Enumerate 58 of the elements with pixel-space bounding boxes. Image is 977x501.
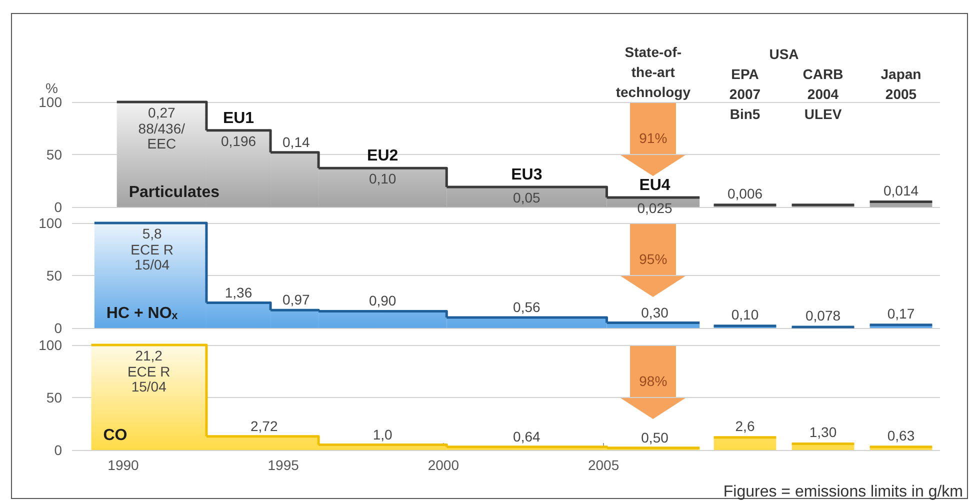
annotation: 0,10: [731, 306, 759, 322]
annotation: 2,6: [735, 418, 755, 434]
annotation: EU2: [367, 148, 398, 165]
annotation: 1,36: [224, 284, 252, 300]
text: Figures = emissions limits in g/km: [723, 484, 963, 500]
annotation: 0,05: [513, 190, 541, 206]
x-tick-label: 1990: [108, 457, 140, 473]
annotation: 0,006: [727, 185, 763, 202]
annotation: 0,97: [282, 292, 310, 308]
y-tick-label: 0: [54, 442, 62, 458]
text: CO: [103, 427, 128, 444]
annotation: 0,14: [282, 134, 310, 150]
y-tick-label: 50: [46, 390, 62, 406]
annotation: EU4: [639, 177, 670, 194]
annotation: 0,30: [641, 304, 669, 320]
x-tick-label: EPA 2007 Bin5: [729, 66, 761, 122]
annotation: 88/436/ EEC: [138, 120, 186, 152]
annotation: 0,196: [220, 132, 256, 149]
annotation: 0,50: [641, 429, 669, 446]
annotation: 21,2: [135, 348, 163, 364]
annotation: 1,30: [809, 424, 837, 440]
text: USA: [769, 46, 799, 62]
x-tick-label: 1995: [268, 457, 300, 473]
x-tick-label: Japan 2005: [880, 66, 922, 102]
text: State-of- the-art technology: [616, 44, 691, 100]
annotation: 0,56: [513, 299, 541, 315]
y-axis-title: %: [46, 80, 58, 96]
annotation: 0,64: [513, 428, 541, 444]
text: Particulates: [128, 184, 220, 201]
annotation: 0,90: [368, 292, 396, 309]
annotation: EU3: [511, 166, 542, 184]
y-tick-label: 100: [38, 337, 62, 353]
text: HC + NOₓ: [106, 305, 178, 322]
annotation: 91%: [639, 130, 668, 146]
y-tick-label: 50: [46, 268, 62, 284]
annotation: 0,63: [887, 427, 915, 444]
x-tick-label: 2000: [428, 457, 460, 473]
annotation: ECE R 15/04: [127, 364, 170, 394]
y-tick-label: 0: [54, 199, 62, 215]
annotation: 0,025: [637, 200, 672, 216]
annotation: 0,10: [368, 170, 396, 187]
x-tick-label: CARB 2004 ULEV: [802, 66, 844, 122]
y-tick-label: 50: [46, 146, 62, 162]
y-tick-label: 100: [38, 94, 62, 110]
x-tick-label: 2005: [588, 457, 620, 473]
annotation: EU1: [222, 110, 254, 127]
annotation: 98%: [639, 373, 668, 389]
annotation: 0,014: [883, 182, 919, 198]
y-tick-label: 0: [54, 320, 62, 336]
annotation: 0,078: [805, 307, 841, 324]
annotation: 5,8: [142, 226, 162, 242]
y-tick-label: 100: [38, 215, 62, 231]
annotation: ECE R 15/04: [130, 242, 174, 272]
annotation: 0,27: [148, 104, 176, 120]
annotation: 95%: [639, 251, 668, 267]
annotation: 2,72: [250, 418, 278, 434]
annotation: 0,17: [887, 305, 915, 322]
annotation: 1,0: [372, 426, 393, 442]
